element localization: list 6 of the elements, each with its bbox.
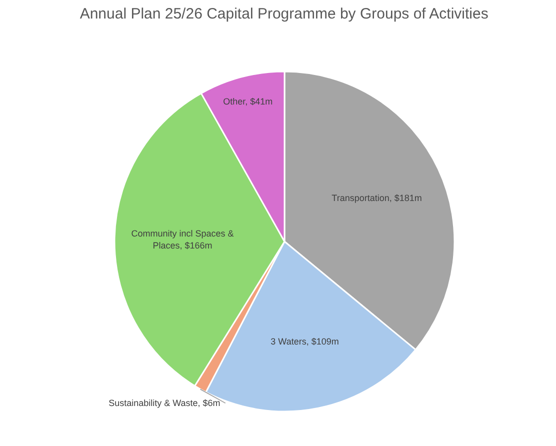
slice-label: Community incl Spaces & Places, $166m [131, 228, 234, 250]
slice-label: Sustainability & Waste, $6m [108, 398, 220, 408]
chart-title: Annual Plan 25/26 Capital Programme by Groups of Activities [80, 6, 488, 22]
slice-label: Other, $41m [223, 96, 273, 107]
slice-label: 3 Waters, $109m [270, 336, 339, 346]
slice-label: Transportation, $181m [332, 193, 422, 204]
